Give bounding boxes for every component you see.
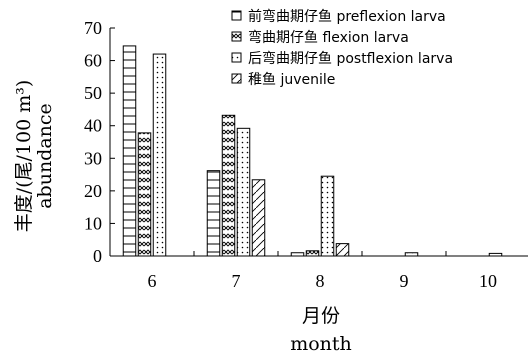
y-axis-title-chinese: 丰度/(尾/100 m³) (13, 80, 35, 233)
bar-series-2-month-6 (137, 132, 152, 257)
y-tick-label: 40 (84, 116, 102, 136)
x-axis-title-english: month (290, 333, 352, 355)
bar-series-4-month-8 (335, 243, 350, 257)
y-tick-label: 20 (84, 181, 102, 201)
bar-series-3-month-10 (488, 252, 503, 257)
bar-series-1-month-6 (122, 45, 137, 257)
x-tick-label: 6 (148, 271, 157, 291)
y-tick-label: 0 (93, 246, 102, 266)
legend: 前弯曲期仔鱼 preflexion larva 弯曲期仔鱼 flexion lar… (231, 8, 453, 88)
legend-label: 稚鱼 juvenile (248, 71, 335, 88)
legend-label: 后弯曲期仔鱼 postflexion larva (248, 50, 453, 67)
legend-swatch (231, 31, 242, 42)
bar-series-4-month-7 (251, 179, 266, 257)
bar-series-2-month-7 (221, 114, 236, 257)
axes (109, 27, 528, 257)
y-tick-label: 60 (84, 51, 102, 71)
bar-series-2-month-8 (305, 250, 320, 257)
bar-series-1-month-7 (206, 170, 221, 257)
y-tick-label: 30 (84, 148, 102, 168)
legend-swatch (231, 73, 242, 84)
bar-series-3-month-7 (236, 127, 251, 257)
x-tick-label: 9 (400, 271, 409, 291)
y-tick-label: 70 (84, 18, 102, 38)
x-tick-label: 10 (479, 271, 497, 291)
y-tick-label: 10 (84, 213, 102, 233)
x-tick-label: 8 (316, 271, 325, 291)
x-tick-label: 7 (232, 271, 241, 291)
y-tick-label: 50 (84, 83, 102, 103)
bar-series-1-month-8 (290, 252, 305, 257)
bar-series-3-month-8 (320, 175, 335, 257)
tick-labels: 0 10 20 30 40 50 60 70 6 7 8 9 10 (84, 18, 497, 291)
x-axis-title-chinese: 月份 (302, 305, 340, 327)
legend-label: 弯曲期仔鱼 flexion larva (248, 29, 409, 46)
bars (122, 45, 503, 257)
legend-label: 前弯曲期仔鱼 preflexion larva (248, 8, 446, 25)
y-axis-title-english: abundance (34, 103, 56, 209)
bar-series-3-month-6 (152, 53, 167, 257)
legend-swatch (231, 10, 242, 21)
bar-series-3-month-9 (404, 252, 419, 257)
legend-swatch (231, 52, 242, 63)
